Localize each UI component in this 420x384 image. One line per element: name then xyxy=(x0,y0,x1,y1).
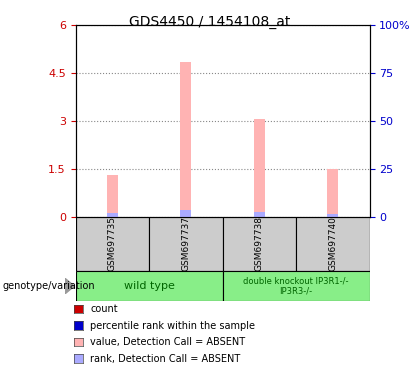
Bar xyxy=(76,271,223,301)
Bar xyxy=(296,217,370,271)
Bar xyxy=(327,169,339,217)
Text: value, Detection Call = ABSENT: value, Detection Call = ABSENT xyxy=(90,337,245,347)
Text: GSM697737: GSM697737 xyxy=(181,216,190,271)
Bar xyxy=(327,214,339,217)
Text: GSM697740: GSM697740 xyxy=(328,217,337,271)
Text: double knockout IP3R1-/-
IP3R3-/-: double knockout IP3R1-/- IP3R3-/- xyxy=(243,276,349,296)
Polygon shape xyxy=(65,278,74,294)
Text: GSM697738: GSM697738 xyxy=(255,216,264,271)
Bar xyxy=(223,271,370,301)
Bar xyxy=(223,217,296,271)
Text: rank, Detection Call = ABSENT: rank, Detection Call = ABSENT xyxy=(90,354,241,364)
Bar xyxy=(107,175,118,217)
Bar xyxy=(149,217,223,271)
Bar xyxy=(254,212,265,217)
Text: wild type: wild type xyxy=(123,281,175,291)
Bar xyxy=(107,213,118,217)
Text: genotype/variation: genotype/variation xyxy=(2,281,95,291)
Bar xyxy=(180,210,192,217)
Bar xyxy=(180,62,192,217)
Bar xyxy=(254,119,265,217)
Text: count: count xyxy=(90,304,118,314)
Text: GDS4450 / 1454108_at: GDS4450 / 1454108_at xyxy=(129,15,291,29)
Bar xyxy=(76,217,149,271)
Text: GSM697735: GSM697735 xyxy=(108,216,117,271)
Text: percentile rank within the sample: percentile rank within the sample xyxy=(90,321,255,331)
